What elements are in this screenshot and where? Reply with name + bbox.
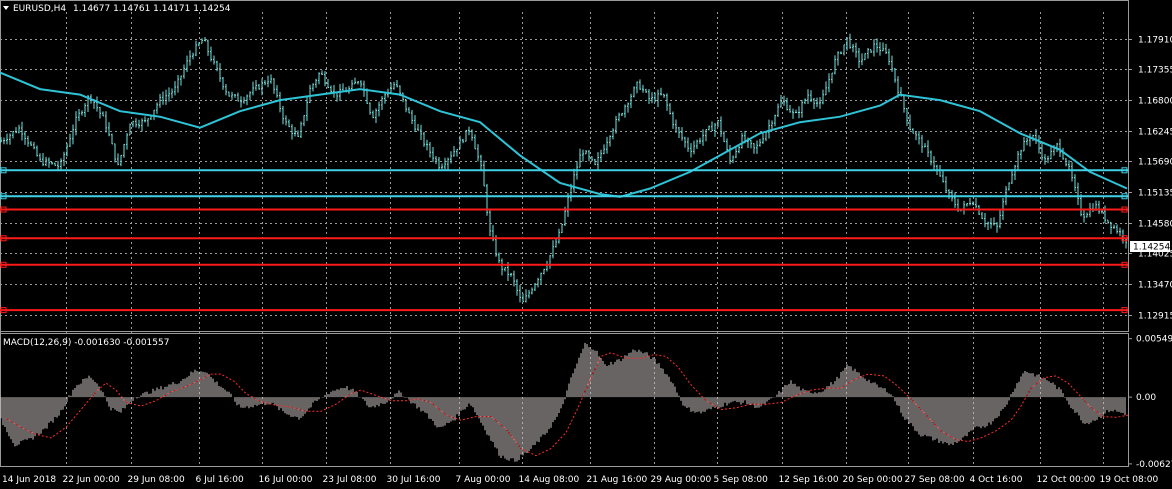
time-tick-label: 14 Aug 08:00 xyxy=(519,475,580,485)
time-tick-label: 12 Oct 00:00 xyxy=(1037,475,1096,485)
red-level-2-handle-right[interactable] xyxy=(1121,235,1128,242)
cyan-level-2-handle-right[interactable] xyxy=(1121,193,1128,200)
time-tick-label: 6 Jul 16:00 xyxy=(196,475,245,485)
current-price-label: 1.14254 xyxy=(1133,243,1170,253)
red-level-3-handle-left[interactable] xyxy=(0,261,7,268)
ohlc-values: 1.14677 1.14761 1.14171 1.14254 xyxy=(73,4,231,14)
price-tick-label: 1.15690 xyxy=(1138,158,1172,168)
time-tick-label: 29 Aug 00:00 xyxy=(651,475,712,485)
candles xyxy=(0,33,1127,303)
macd-tick-label: -0.006277 xyxy=(1136,460,1172,470)
time-tick-label: 30 Jul 16:00 xyxy=(387,475,441,485)
red-level-4-handle-right[interactable] xyxy=(1121,307,1128,314)
time-tick-label: 19 Oct 08:00 xyxy=(1100,475,1159,485)
time-tick-label: 16 Jul 00:00 xyxy=(259,475,313,485)
symbol-dropdown-icon[interactable] xyxy=(3,6,9,10)
time-tick-label: 27 Sep 08:00 xyxy=(905,475,965,485)
time-tick-label: 7 Aug 00:00 xyxy=(456,475,511,485)
current-price-tag xyxy=(1130,241,1170,252)
time-tick-label: 20 Sep 00:00 xyxy=(843,475,903,485)
cyan-level-2-handle-left[interactable] xyxy=(0,193,7,200)
price-tick-label: 1.14025 xyxy=(1138,250,1172,260)
time-tick-label: 23 Jul 08:00 xyxy=(323,475,377,485)
time-axis: 14 Jun 2018 22 Jun 00:00 29 Jun 08:00 6 Jul… xyxy=(2,475,1158,485)
price-tick-label: 1.17910 xyxy=(1138,36,1172,46)
red-level-3-handle-right[interactable] xyxy=(1121,261,1128,268)
horizontal-levels xyxy=(0,167,1128,314)
price-tick-label: 1.12915 xyxy=(1138,312,1172,322)
main-pane-border xyxy=(0,0,1129,332)
macd-tick-label: 0.00 xyxy=(1136,393,1156,403)
price-axis: 1.17910 1.17355 1.16800 1.16245 1.15690 1.151… xyxy=(1128,36,1172,322)
macd-signal-line xyxy=(5,352,1128,457)
price-tick-label: 1.16800 xyxy=(1138,97,1172,107)
time-tick-label: 14 Jun 2018 xyxy=(2,475,56,485)
time-tick-label: 4 Oct 16:00 xyxy=(970,475,1023,485)
symbol-title[interactable]: EURUSD,H4 xyxy=(13,4,66,14)
macd-label: MACD(12,26,9) -0.001630 -0.001557 xyxy=(3,338,169,348)
price-tick-label: 1.17355 xyxy=(1138,66,1172,76)
price-tick-label: 1.15135 xyxy=(1138,189,1172,199)
macd-histogram xyxy=(0,342,1128,462)
red-level-1-handle-left[interactable] xyxy=(0,206,7,213)
macd-axis: 0.005499 0.00 -0.006277 xyxy=(1128,335,1172,470)
time-tick-label: 29 Jun 08:00 xyxy=(128,475,185,485)
time-tick-label: 22 Jun 00:00 xyxy=(63,475,120,485)
moving-average xyxy=(0,71,1128,198)
price-tick-label: 1.16245 xyxy=(1138,128,1172,138)
ma-line xyxy=(0,71,1128,198)
time-tick-label: 5 Sep 08:00 xyxy=(714,475,769,485)
cyan-level-1-handle-right[interactable] xyxy=(1121,167,1128,174)
price-tick-label: 1.14580 xyxy=(1138,220,1172,230)
red-level-4-handle-left[interactable] xyxy=(0,307,7,314)
price-tick-label: 1.13470 xyxy=(1138,281,1172,291)
macd-tick-label: 0.005499 xyxy=(1136,335,1172,345)
time-tick-label: 12 Sep 16:00 xyxy=(779,475,839,485)
cyan-level-1-handle-left[interactable] xyxy=(0,167,7,174)
red-level-2-handle-left[interactable] xyxy=(0,235,7,242)
red-level-1-handle-right[interactable] xyxy=(1121,206,1128,213)
time-tick-label: 21 Aug 16:00 xyxy=(587,475,648,485)
